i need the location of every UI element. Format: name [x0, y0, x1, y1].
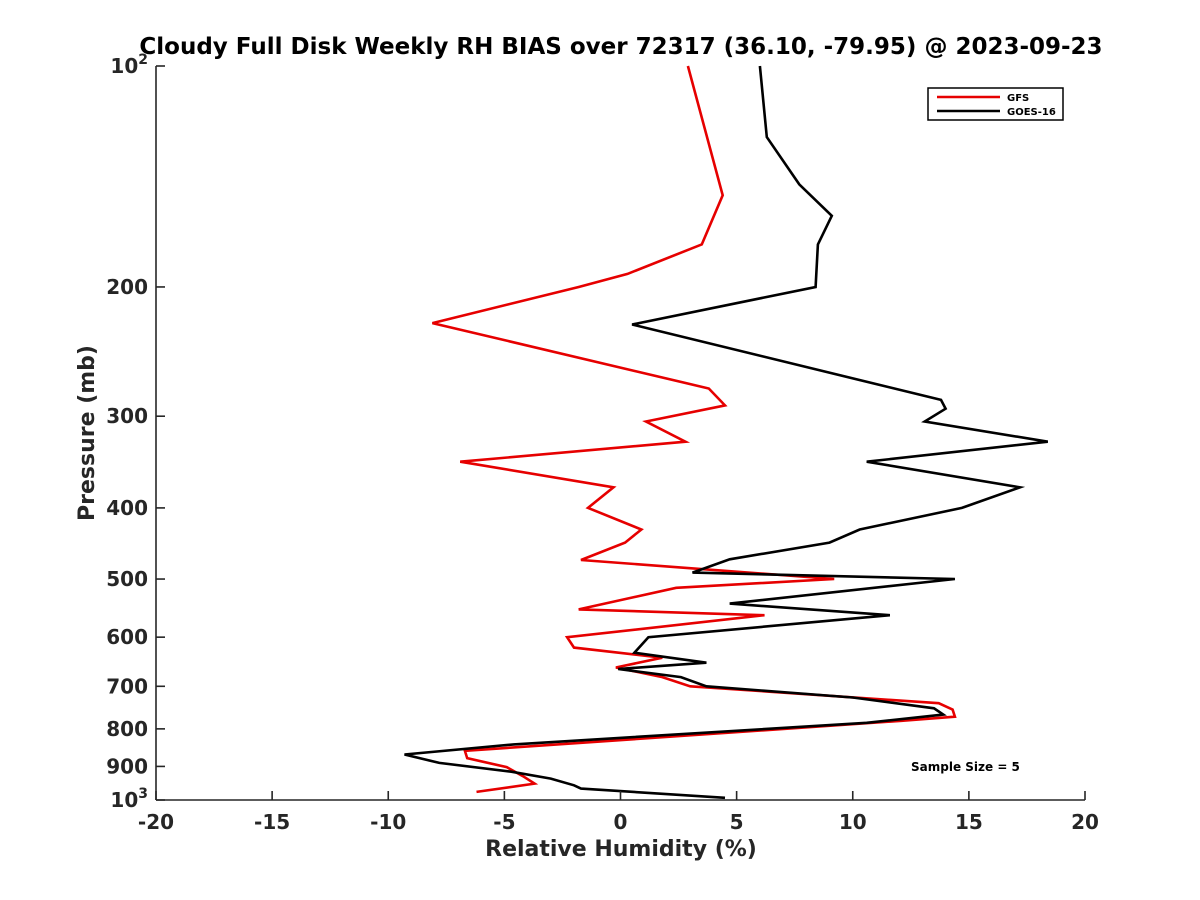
- chart-title: Cloudy Full Disk Weekly RH BIAS over 723…: [139, 34, 1102, 60]
- y-tick-label: 500: [106, 567, 148, 591]
- y-tick-label: 800: [106, 717, 148, 741]
- x-ticks: -20 -15 -10 -5 0 5 10 15 20: [138, 791, 1099, 834]
- legend-label-goes-16: GOES-16: [1007, 107, 1056, 118]
- x-tick-label: -10: [370, 810, 406, 834]
- y-tick-label: 103: [110, 786, 148, 812]
- legend-box: [927, 87, 1064, 121]
- plot-area: [404, 65, 1049, 800]
- x-tick-label: 15: [955, 810, 983, 834]
- x-tick-label: 5: [730, 810, 744, 834]
- axes: [155, 66, 1085, 801]
- y-tick-label: 900: [106, 754, 148, 778]
- x-tick-label: -5: [493, 810, 515, 834]
- y-tick-label: 400: [106, 496, 148, 520]
- sample-size-annotation: Sample Size = 5: [911, 760, 1020, 774]
- y-tick-label: 200: [106, 275, 148, 299]
- legend: GFS GOES-16: [927, 87, 1064, 121]
- y-tick-label: 102: [110, 52, 148, 78]
- x-tick-label: -15: [254, 810, 290, 834]
- y-tick-label: 300: [106, 404, 148, 428]
- legend-label-gfs: GFS: [1007, 93, 1029, 104]
- x-tick-label: 10: [839, 810, 867, 834]
- x-tick-label: 0: [614, 810, 628, 834]
- y-ticks: 102 200 300 400 500 600 700 800 900 103: [106, 52, 165, 812]
- y-tick-label: 600: [106, 625, 148, 649]
- y-axis-label: Pressure (mb): [75, 345, 100, 521]
- series-line-goes-16: [404, 65, 1049, 800]
- y-tick-label: 700: [106, 674, 148, 698]
- x-tick-label: -20: [138, 810, 174, 834]
- x-tick-label: 20: [1071, 810, 1099, 834]
- x-axis-label: Relative Humidity (%): [485, 837, 757, 862]
